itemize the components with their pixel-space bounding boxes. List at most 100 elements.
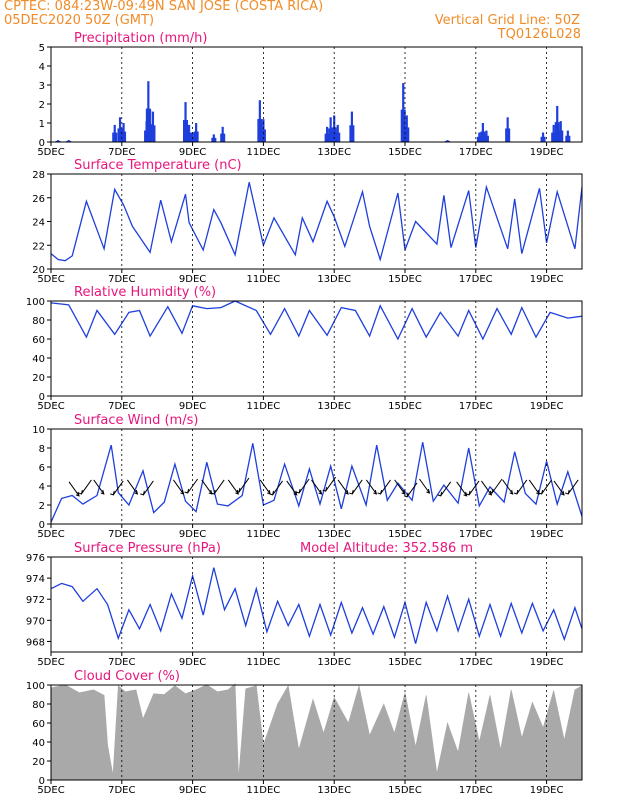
wind-panel: Surface Wind (m/s) 0 2 4 6 8 10 5DEC 7DEC 9DEC 11D… [32, 413, 583, 540]
x-tick-label: 5DEC [37, 274, 64, 285]
precip-bar [324, 133, 327, 142]
cloud-area [50, 683, 583, 781]
precip-bar [505, 128, 508, 142]
y-tick-label: 60 [32, 719, 45, 730]
x-tick-label: 11DEC [247, 147, 281, 158]
x-tick-label: 9DEC [179, 529, 206, 540]
x-tick-label: 13DEC [317, 657, 351, 668]
x-tick-label: 9DEC [179, 785, 206, 796]
x-tick-label: 9DEC [179, 274, 206, 285]
precip-bar [151, 111, 155, 142]
x-tick-label: 15DEC [388, 785, 422, 796]
precip-bar [145, 108, 149, 142]
y-tick-label: 80 [32, 700, 45, 711]
y-tick-label: 4 [39, 482, 45, 493]
y-tick-label: 20 [32, 265, 45, 276]
x-tick-label: 17DEC [459, 529, 493, 540]
x-tick-label: 7DEC [108, 274, 135, 285]
y-tick-label: 3 [39, 81, 45, 92]
x-tick-label: 7DEC [108, 147, 135, 158]
precip-bar [220, 133, 223, 142]
precip-bar [543, 136, 546, 142]
precip-bar [559, 121, 562, 142]
wind-arrow [140, 480, 154, 496]
temperature-line [50, 182, 583, 262]
wind-line [50, 442, 583, 523]
precip-bar [404, 127, 407, 142]
y-tick-label: 972 [26, 595, 45, 606]
precip-bar [336, 124, 339, 142]
x-tick-label: 5DEC [37, 147, 64, 158]
precip-bar [552, 124, 555, 142]
precip-bar [185, 120, 189, 142]
wind-arrow [127, 479, 139, 495]
pressure-title: Surface Pressure (hPa) [74, 541, 221, 556]
precip-bar [223, 133, 226, 142]
precip-bar [403, 109, 406, 142]
pressure-panel: Surface Pressure (hPa) Model Altitude: 35… [26, 541, 583, 668]
pressure-annotation: Model Altitude: 352.586 m [300, 541, 473, 556]
temperature-panel: Surface Temperature (nC) 20 22 24 26 28 5DEC 7D… [32, 158, 583, 285]
x-tick-label: 13DEC [317, 529, 351, 540]
wind-arrow [286, 480, 298, 496]
precip-bar [184, 102, 187, 142]
humidity-panel: Relative Humidity (%) 0 20 40 60 80 100 5DEC 7DE… [26, 285, 583, 412]
precip-bar [117, 128, 120, 142]
y-tick-label: 5 [39, 43, 45, 54]
precip-bar [328, 128, 331, 142]
wind-frame [50, 428, 583, 525]
y-tick-label: 80 [32, 316, 45, 327]
x-tick-label: 17DEC [459, 657, 493, 668]
precip-bar [483, 135, 487, 142]
y-tick-label: 10 [32, 425, 45, 436]
temperature-title: Surface Temperature (nC) [74, 158, 242, 173]
precip-bar [507, 128, 511, 142]
y-tick-label: 2 [39, 501, 45, 512]
precip-bar [211, 137, 214, 142]
x-tick-label: 19DEC [530, 657, 564, 668]
wind-title: Surface Wind (m/s) [74, 413, 198, 428]
x-tick-label: 9DEC [179, 657, 206, 668]
pressure-frame [50, 556, 583, 653]
wind-arrow [365, 479, 378, 495]
precip-bar [196, 131, 199, 142]
x-tick-label: 9DEC [179, 147, 206, 158]
precip-bar [331, 127, 334, 142]
precip-bar [568, 135, 571, 142]
header-grid-note: Vertical Grid Line: 50Z [434, 13, 580, 28]
precip-bar [478, 132, 481, 142]
x-tick-label: 5DEC [37, 785, 64, 796]
precip-bar [335, 132, 338, 142]
y-tick-label: 6 [39, 463, 45, 474]
wind-arrow [235, 477, 250, 493]
precip-bar [260, 129, 264, 142]
wind-arrow [419, 478, 431, 494]
precip-bar [212, 134, 215, 142]
wind-arrow [295, 478, 310, 494]
y-tick-label: 100 [26, 681, 45, 692]
precip-bar [147, 81, 150, 142]
precip-bar [352, 125, 355, 142]
precip-bar [446, 140, 449, 142]
y-tick-label: 22 [32, 241, 45, 252]
precip-bar [122, 123, 125, 142]
x-tick-label: 17DEC [459, 147, 493, 158]
precip-bar [481, 123, 484, 142]
precip-bar [121, 131, 124, 142]
precip-bar [565, 135, 568, 142]
x-tick-label: 13DEC [317, 785, 351, 796]
precip-bar [147, 124, 150, 142]
wind-arrow [513, 479, 528, 495]
wind-arrow [465, 480, 480, 496]
precip-bar [144, 130, 147, 142]
x-tick-label: 19DEC [530, 401, 564, 412]
humidity-title: Relative Humidity (%) [74, 285, 216, 300]
x-tick-label: 19DEC [530, 785, 564, 796]
precip-bar [326, 126, 329, 142]
wind-arrow [488, 478, 503, 494]
wind-arrow [394, 479, 406, 495]
header-code: TQ0126L028 [497, 27, 581, 42]
wind-arrow [184, 478, 199, 494]
x-tick-label: 13DEC [317, 274, 351, 285]
